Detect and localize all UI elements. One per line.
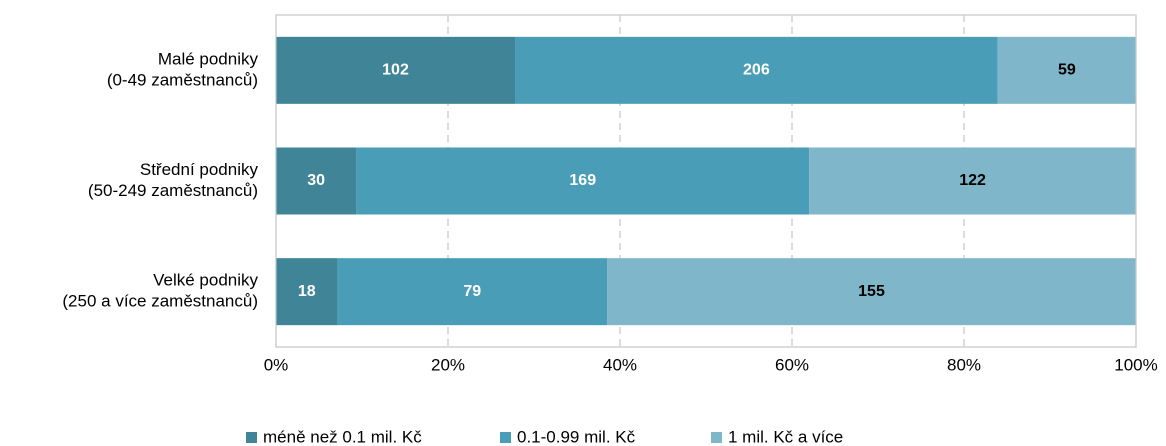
data-label: 30 <box>307 172 325 189</box>
y-tick-label-line: Malé podniky <box>158 50 259 69</box>
legend-label: 1 mil. Kč a více <box>728 427 843 446</box>
x-tick-label: 80% <box>947 355 981 374</box>
bar-segment <box>515 36 998 104</box>
data-label: 102 <box>382 62 409 79</box>
data-label: 206 <box>743 62 770 79</box>
data-label: 18 <box>298 283 316 300</box>
y-tick-label: Malé podniky (0-49 zaměstnanců) <box>107 50 259 90</box>
bar-segment <box>997 36 1136 104</box>
bar-segment <box>356 147 810 215</box>
x-tick-label: 0% <box>264 355 289 374</box>
plot-border <box>275 14 1137 348</box>
legend-label: 0.1-0.99 mil. Kč <box>517 427 636 446</box>
legend-swatch <box>246 432 257 443</box>
y-tick-label-line: (250 a více zaměstnanců) <box>62 292 258 311</box>
bar-segment <box>276 36 516 104</box>
bar-segment <box>276 258 338 326</box>
x-tick-label: 40% <box>603 355 637 374</box>
y-tick-label: Střední podniky (50-249 zaměstnanců) <box>88 160 259 200</box>
bar-segment <box>337 258 608 326</box>
y-tick-label: Velké podniky (250 a více zaměstnanců) <box>62 271 258 311</box>
data-label: 155 <box>858 283 885 300</box>
bar-segment <box>809 147 1136 215</box>
y-tick-label-line: Velké podniky <box>153 271 258 290</box>
data-label: 59 <box>1058 62 1076 79</box>
y-tick-label-line: (0-49 zaměstnanců) <box>107 71 258 90</box>
bar-segment <box>276 147 357 215</box>
x-tick-label: 20% <box>431 355 465 374</box>
y-tick-label-line: Střední podniky <box>140 160 259 179</box>
legend-label: méně než 0.1 mil. Kč <box>263 427 422 446</box>
data-label: 122 <box>959 172 986 189</box>
bar-segment <box>607 258 1136 326</box>
y-tick-label-line: (50-249 zaměstnanců) <box>88 181 258 200</box>
legend-swatch <box>711 432 722 443</box>
legend-swatch <box>500 432 511 443</box>
x-tick-label: 60% <box>775 355 809 374</box>
data-label: 79 <box>463 283 481 300</box>
data-label: 169 <box>569 172 596 189</box>
x-tick-label: 100% <box>1114 355 1157 374</box>
